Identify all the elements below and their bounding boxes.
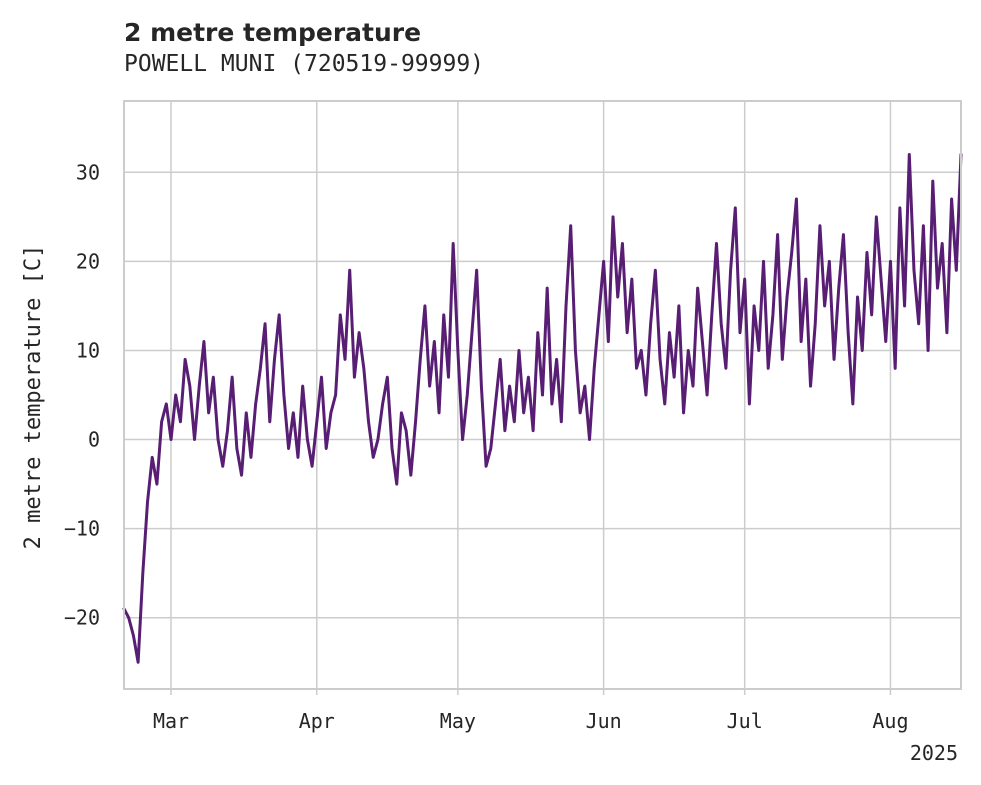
x-tick-label: May <box>440 709 476 733</box>
y-tick-label: 30 <box>76 160 100 184</box>
temperature-series-line <box>122 152 963 664</box>
x-year-label: 2025 <box>910 741 958 765</box>
y-tick-label: 0 <box>88 428 100 452</box>
x-tick-label: Jul <box>727 709 763 733</box>
chart-title: 2 metre temperature <box>124 18 422 47</box>
y-tick-label: −10 <box>64 517 100 541</box>
chart-subtitle: POWELL MUNI (720519-99999) <box>124 51 485 77</box>
y-tick-label: 10 <box>76 338 100 362</box>
y-tick-label: −20 <box>64 606 100 630</box>
y-tick-label: 20 <box>76 249 100 273</box>
x-tick-label: Jun <box>586 709 622 733</box>
plot-frame <box>123 100 962 690</box>
x-tick-label: Mar <box>153 709 189 733</box>
x-tick-label: Apr <box>299 709 335 733</box>
x-tick-label: Aug <box>872 709 908 733</box>
y-axis-label: 2 metre temperature [C] <box>21 245 46 550</box>
